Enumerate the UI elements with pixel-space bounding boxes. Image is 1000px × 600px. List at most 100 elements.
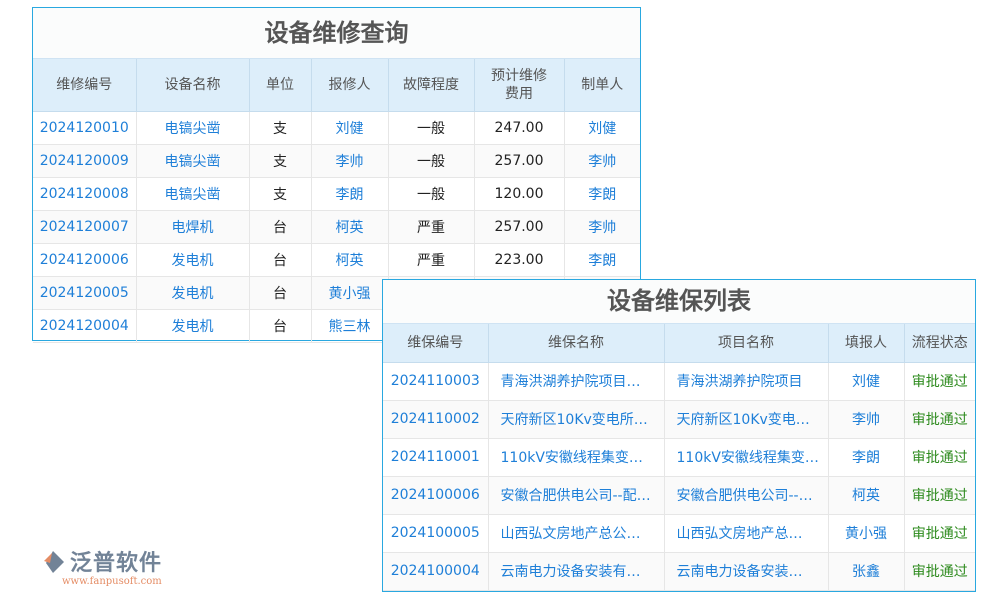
cell-link[interactable]: 云南电力设备安装有… [488, 552, 665, 591]
cell-link[interactable]: 李帅 [564, 144, 640, 178]
cell-link[interactable]: 熊三林 [311, 309, 389, 343]
cell-link[interactable]: 李朗 [564, 243, 640, 277]
cell-link[interactable]: 2024120006 [33, 243, 137, 277]
cell-link[interactable]: 2024120009 [33, 144, 137, 178]
table-row[interactable]: 2024110002 天府新区10Kv变电所… 天府新区10Kv变电… 李帅 审批通过 [383, 400, 975, 439]
table-cell: 257.00 [474, 144, 565, 178]
cell-link[interactable]: 刘健 [311, 111, 389, 145]
cell-link[interactable]: 黄小强 [311, 276, 389, 310]
table-row[interactable]: 2024110003 青海洪湖养护院项目… 青海洪湖养护院项目 刘健 审批通过 [383, 362, 975, 401]
fanpu-logo-icon [44, 551, 64, 573]
table-cell: 审批通过 [904, 476, 975, 515]
cell-link[interactable]: 2024100006 [383, 476, 489, 515]
column-header[interactable]: 填报人 [828, 324, 905, 363]
column-header[interactable]: 维保编号 [383, 324, 489, 363]
cell-link[interactable]: 2024120008 [33, 177, 137, 211]
table-row[interactable]: 2024120008 电镐尖凿支李朗 一般 120.00 李朗 [33, 177, 640, 211]
watermark-logo: 泛普软件 www.fanpusoft.com [40, 545, 180, 595]
cell-link[interactable]: 发电机 [136, 276, 250, 310]
panel-title: 设备维保列表 [383, 280, 975, 324]
watermark-name: 泛普软件 [70, 551, 163, 576]
table-cell: 247.00 [474, 111, 565, 145]
cell-link[interactable]: 柯英 [311, 243, 389, 277]
cell-link[interactable]: 发电机 [136, 243, 250, 277]
table-cell: 一般 [388, 177, 475, 211]
cell-link[interactable]: 李朗 [564, 177, 640, 211]
cell-link[interactable]: 山西弘文房地产总公… [488, 514, 665, 553]
cell-link[interactable]: 电镐尖凿 [136, 177, 250, 211]
cell-link[interactable]: 110kV安徽线程集变… [488, 438, 665, 477]
table-cell: 一般 [388, 111, 475, 145]
table-cell: 严重 [388, 243, 475, 277]
table-row[interactable]: 2024110001 110kV安徽线程集变… 110kV安徽线程集变… 李朗 审批通过 [383, 438, 975, 477]
cell-link[interactable]: 李朗 [828, 438, 905, 477]
cell-link[interactable]: 电焊机 [136, 210, 250, 244]
column-header[interactable]: 故障程度 [388, 59, 475, 112]
column-header[interactable]: 制单人 [564, 59, 640, 112]
table-row[interactable]: 2024120007 电焊机台柯英 严重 257.00 李帅 [33, 210, 640, 244]
table-row[interactable]: 2024120006 发电机台柯英 严重 223.00 李朗 [33, 243, 640, 277]
cell-link[interactable]: 李帅 [564, 210, 640, 244]
table-cell: 严重 [388, 210, 475, 244]
cell-link[interactable]: 2024120007 [33, 210, 137, 244]
column-header[interactable]: 项目名称 [664, 324, 829, 363]
panel-title: 设备维修查询 [33, 8, 640, 59]
table-row[interactable]: 2024120010 电镐尖凿支刘健 一般 247.00 刘健 [33, 111, 640, 145]
cell-link[interactable]: 电镐尖凿 [136, 111, 250, 145]
cell-link[interactable]: 刘健 [828, 362, 905, 401]
table-row[interactable]: 2024100006 安徽合肥供电公司--配… 安徽合肥供电公司--… 柯英 审批通过 [383, 476, 975, 515]
cell-link[interactable]: 刘健 [564, 111, 640, 145]
cell-link[interactable]: 2024110002 [383, 400, 489, 439]
cell-link[interactable]: 2024120005 [33, 276, 137, 310]
table-cell: 120.00 [474, 177, 565, 211]
column-header[interactable]: 设备名称 [136, 59, 250, 112]
cell-link[interactable]: 发电机 [136, 309, 250, 343]
cell-link[interactable]: 安徽合肥供电公司--配… [488, 476, 665, 515]
column-header[interactable]: 预计维修 费用 [474, 59, 565, 112]
cell-link[interactable]: 李朗 [311, 177, 389, 211]
cell-link[interactable]: 2024110003 [383, 362, 489, 401]
cell-link[interactable]: 张鑫 [828, 552, 905, 591]
cell-link[interactable]: 110kV安徽线程集变… [664, 438, 829, 477]
cell-link[interactable]: 天府新区10Kv变电所… [488, 400, 665, 439]
table-cell: 一般 [388, 144, 475, 178]
table-cell: 支 [249, 144, 312, 178]
cell-link[interactable]: 李帅 [311, 144, 389, 178]
cell-link[interactable]: 山西弘文房地产总… [664, 514, 829, 553]
cell-link[interactable]: 2024100005 [383, 514, 489, 553]
column-header[interactable]: 报修人 [311, 59, 389, 112]
table-cell: 支 [249, 177, 312, 211]
maintenance-list-panel: 设备维保列表 维保编号 维保名称 项目名称 填报人 流程状态 2024110003 青海洪湖… [382, 279, 976, 592]
table-row[interactable]: 2024100005 山西弘文房地产总公… 山西弘文房地产总… 黄小强 审批通过 [383, 514, 975, 553]
column-header[interactable]: 流程状态 [904, 324, 975, 363]
maintenance-table: 维保编号 维保名称 项目名称 填报人 流程状态 2024110003 青海洪湖养护院项目… 青… [383, 324, 975, 591]
cell-link[interactable]: 云南电力设备安装… [664, 552, 829, 591]
cell-link[interactable]: 2024110001 [383, 438, 489, 477]
table-cell: 审批通过 [904, 552, 975, 591]
table-cell: 台 [249, 210, 312, 244]
table-cell: 257.00 [474, 210, 565, 244]
cell-link[interactable]: 2024100004 [383, 552, 489, 591]
table-cell: 审批通过 [904, 438, 975, 477]
cell-link[interactable]: 天府新区10Kv变电… [664, 400, 829, 439]
cell-link[interactable]: 黄小强 [828, 514, 905, 553]
table-cell: 223.00 [474, 243, 565, 277]
cell-link[interactable]: 2024120004 [33, 309, 137, 343]
column-header[interactable]: 单位 [249, 59, 312, 112]
cell-link[interactable]: 安徽合肥供电公司--… [664, 476, 829, 515]
cell-link[interactable]: 李帅 [828, 400, 905, 439]
table-cell: 审批通过 [904, 514, 975, 553]
table-cell: 台 [249, 243, 312, 277]
table-cell: 台 [249, 276, 312, 310]
cell-link[interactable]: 电镐尖凿 [136, 144, 250, 178]
table-row[interactable]: 2024120009 电镐尖凿支李帅 一般 257.00 李帅 [33, 144, 640, 178]
column-header[interactable]: 维保名称 [488, 324, 665, 363]
cell-link[interactable]: 2024120010 [33, 111, 137, 145]
table-cell: 台 [249, 309, 312, 343]
table-row[interactable]: 2024100004 云南电力设备安装有… 云南电力设备安装… 张鑫 审批通过 [383, 552, 975, 591]
cell-link[interactable]: 柯英 [828, 476, 905, 515]
column-header[interactable]: 维修编号 [33, 59, 137, 112]
cell-link[interactable]: 柯英 [311, 210, 389, 244]
cell-link[interactable]: 青海洪湖养护院项目 [664, 362, 829, 401]
cell-link[interactable]: 青海洪湖养护院项目… [488, 362, 665, 401]
